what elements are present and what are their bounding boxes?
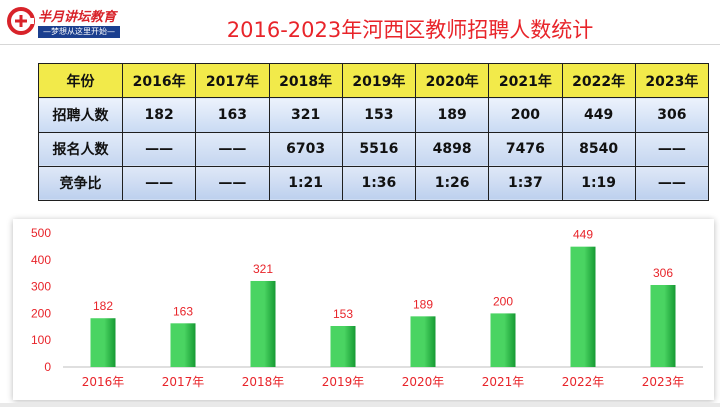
x-tick-label: 2017年	[162, 375, 205, 389]
table-header-cell: 2023年	[634, 62, 710, 99]
bar-series	[90, 246, 676, 367]
bar	[490, 313, 516, 367]
table-cell: ——	[121, 165, 197, 202]
brand-logo: 半月讲坛教育 —梦想从这里开始—	[6, 4, 126, 42]
y-tick-label: 500	[31, 226, 51, 240]
table-row-applicants: 报名人数 —— —— 6703 5516 4898 7476 8540 ——	[38, 131, 710, 167]
table-cell: ——	[195, 131, 270, 167]
data-label: 200	[493, 294, 513, 308]
bar	[90, 318, 116, 367]
table-row-hires: 招聘人数 182 163 321 153 189 200 449 306	[38, 97, 710, 133]
table-header-cell: 2021年	[488, 62, 563, 99]
x-tick-label: 2016年	[82, 375, 125, 389]
bar	[570, 246, 596, 367]
table-cell: 8540	[561, 131, 636, 167]
x-tick-label: 2019年	[322, 375, 365, 389]
table-cell: 189	[414, 97, 490, 133]
bar-chart: 0 100 200 300 400 500 182 163 321 153 189 200 449 30…	[31, 226, 703, 389]
table-cell: 1:19	[561, 165, 636, 202]
header-divider	[0, 44, 720, 45]
x-tick-label: 2023年	[642, 375, 685, 389]
table-header-cell: 2020年	[414, 62, 490, 99]
table-cell: 1:36	[341, 165, 417, 202]
data-labels: 182 163 321 153 189 200 449 306	[93, 228, 673, 321]
y-tick-label: 300	[31, 280, 51, 294]
data-label: 321	[253, 262, 273, 276]
data-label: 449	[573, 228, 593, 242]
bar	[250, 280, 276, 367]
x-tick-label: 2020年	[402, 375, 445, 389]
table-cell: 1:37	[488, 165, 563, 202]
data-label: 153	[333, 307, 353, 321]
data-label: 189	[413, 297, 433, 311]
table-header-cell: 2016年	[121, 62, 197, 99]
bar-chart-panel: 0 100 200 300 400 500 182 163 321 153 189 200 449 30…	[13, 219, 714, 400]
table-cell: 200	[488, 97, 563, 133]
table-cell: 182	[121, 97, 197, 133]
table-cell: 1:21	[268, 165, 343, 202]
table-cell: 4898	[414, 131, 490, 167]
data-label: 182	[93, 299, 113, 313]
table-row-label: 报名人数	[38, 131, 123, 167]
table-cell: 153	[341, 97, 417, 133]
x-tick-label: 2018年	[242, 375, 285, 389]
table-header-cell: 2019年	[341, 62, 417, 99]
brand-mark-icon	[7, 7, 35, 35]
table-cell: 6703	[268, 131, 343, 167]
brand-name: 半月讲坛教育	[38, 10, 117, 25]
table-cell: ——	[195, 165, 270, 202]
table-cell: 7476	[488, 131, 563, 167]
page-title: 2016-2023年河西区教师招聘人数统计	[226, 18, 594, 42]
table-header-cell: 2017年	[195, 62, 270, 99]
y-tick-label: 200	[31, 306, 51, 320]
data-label: 306	[653, 266, 673, 280]
y-tick-label: 400	[31, 253, 51, 267]
x-axis: 2016年 2017年 2018年 2019年 2020年 2021年 2022年 2023年	[82, 375, 685, 389]
table-cell: 5516	[341, 131, 417, 167]
footer-divider	[0, 403, 720, 407]
data-label: 163	[173, 304, 193, 318]
table-cell: ——	[634, 165, 710, 202]
y-axis: 0 100 200 300 400 500	[31, 226, 51, 374]
y-tick-label: 100	[31, 333, 51, 347]
bar	[330, 325, 356, 367]
brand-slogan: —梦想从这里开始—	[38, 26, 120, 38]
table-header-cell: 2022年	[561, 62, 636, 99]
table-cell: ——	[121, 131, 197, 167]
y-tick-label: 0	[44, 360, 51, 374]
x-tick-label: 2021年	[482, 375, 525, 389]
table-row-label: 竞争比	[38, 165, 123, 202]
table-row-ratio: 竞争比 —— —— 1:21 1:36 1:26 1:37 1:19 ——	[38, 165, 710, 202]
table-cell: 321	[268, 97, 343, 133]
table-cell: 1:26	[414, 165, 490, 202]
bar	[650, 284, 676, 367]
stats-table: 年份 2016年 2017年 2018年 2019年 2020年 2021年 2…	[38, 62, 710, 202]
table-cell: 163	[195, 97, 270, 133]
table-cell: ——	[634, 131, 710, 167]
table-cell: 306	[634, 97, 710, 133]
bar	[170, 323, 196, 367]
table-header-cell: 2018年	[268, 62, 343, 99]
table-header-cell: 年份	[38, 62, 123, 99]
table-cell: 449	[561, 97, 636, 133]
table-row-label: 招聘人数	[38, 97, 123, 133]
x-tick-label: 2022年	[562, 375, 605, 389]
bar	[410, 316, 436, 367]
table-header-row: 年份 2016年 2017年 2018年 2019年 2020年 2021年 2…	[38, 62, 710, 99]
